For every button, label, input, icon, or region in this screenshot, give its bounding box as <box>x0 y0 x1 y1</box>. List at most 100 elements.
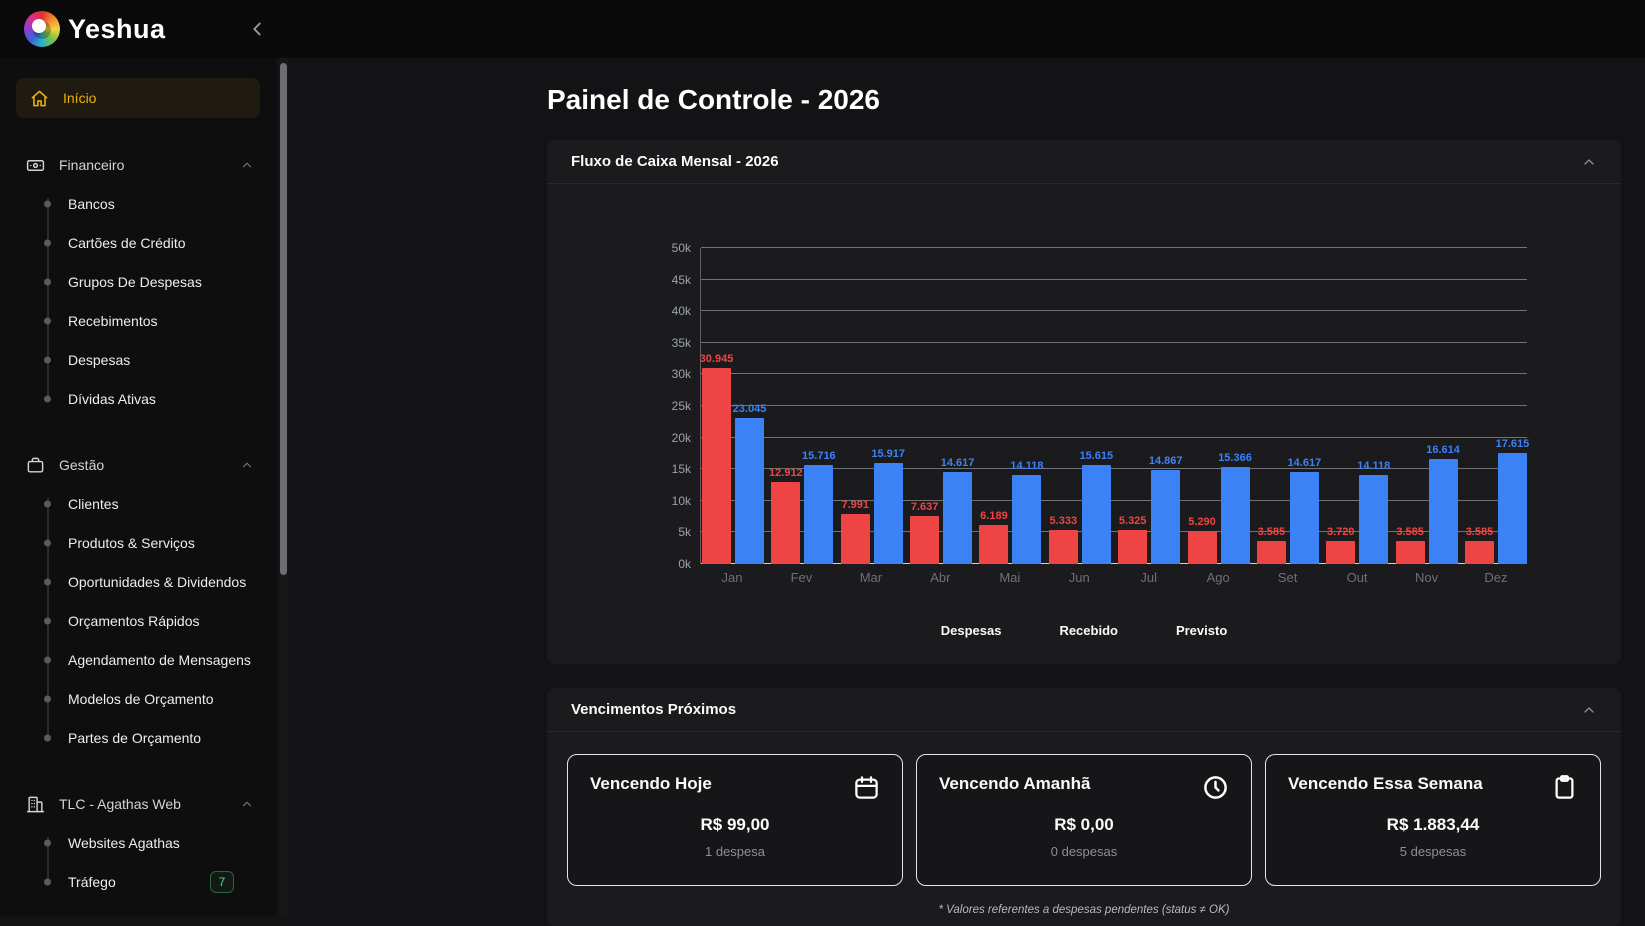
sidebar-item-inicio[interactable]: Início <box>16 78 260 118</box>
chevron-up-icon[interactable] <box>1581 702 1597 718</box>
clipboard-icon <box>1551 774 1578 801</box>
bar-despesas-jan[interactable]: 30.945 <box>702 368 731 564</box>
legend-item-previsto[interactable]: Previsto <box>1176 623 1227 638</box>
sidebar-item-oportunidades-dividendos[interactable]: Oportunidades & Dividendos <box>16 562 260 601</box>
vencimentos-card-title: Vencimentos Próximos <box>571 701 736 718</box>
bar-value-label: 14.118 <box>1357 460 1390 472</box>
briefcase-icon <box>26 456 45 475</box>
sidebar-item-dividas-ativas[interactable]: Dívidas Ativas <box>16 379 260 418</box>
bar-despesas-set[interactable]: 3.585 <box>1257 541 1286 564</box>
sidebar-item-partes-de-orcamento[interactable]: Partes de Orçamento <box>16 718 260 757</box>
bar-value-label: 16.614 <box>1426 444 1460 456</box>
due-card-count: 1 despesa <box>590 844 880 859</box>
scrollbar-thumb[interactable] <box>280 63 287 575</box>
home-icon <box>30 89 49 108</box>
sidebar-item-grupos-de-despesas[interactable]: Grupos De Despesas <box>16 262 260 301</box>
chart-legend: Despesas Recebido Previsto <box>547 623 1621 664</box>
bar-previsto-jun[interactable]: 15.615 <box>1082 465 1111 564</box>
bar-value-label: 5.325 <box>1119 515 1147 527</box>
sidebar-item-bancos[interactable]: Bancos <box>16 184 260 223</box>
y-axis-tick: 5k <box>678 525 691 539</box>
sidebar-section-header-tlc-agathas-web[interactable]: TLC - Agathas Web <box>16 793 260 815</box>
sidebar-item-label: Agendamento de Mensagens <box>68 652 251 668</box>
sidebar-item-cartoes-de-credito[interactable]: Cartões de Crédito <box>16 223 260 262</box>
bar-value-label: 3.585 <box>1396 526 1424 538</box>
x-axis-tick-fev: Fev <box>770 570 832 585</box>
sidebar-item-label: Produtos & Serviços <box>68 535 195 551</box>
x-axis-tick-jun: Jun <box>1048 570 1110 585</box>
sidebar-item-label: Despesas <box>68 352 130 368</box>
sidebar-item-produtos-servicos[interactable]: Produtos & Serviços <box>16 523 260 562</box>
bar-previsto-dez[interactable]: 17.615 <box>1498 453 1527 564</box>
sidebar-item-label: Orçamentos Rápidos <box>68 613 200 629</box>
bar-previsto-jan[interactable]: 23.045 <box>735 418 764 564</box>
bar-previsto-ago[interactable]: 15.366 <box>1221 467 1250 564</box>
bar-previsto-mai[interactable]: 14.118 <box>1012 475 1041 564</box>
bar-value-label: 14.617 <box>1288 457 1322 469</box>
chevron-up-icon[interactable] <box>1581 154 1597 170</box>
bar-previsto-jul[interactable]: 14.867 <box>1151 470 1180 564</box>
sidebar-item-agendamento-de-mensagens[interactable]: Agendamento de Mensagens <box>16 640 260 679</box>
bar-previsto-abr[interactable]: 14.617 <box>943 472 972 564</box>
x-axis-tick-ago: Ago <box>1187 570 1249 585</box>
sidebar-item-clientes[interactable]: Clientes <box>16 484 260 523</box>
bar-value-label: 23.045 <box>733 403 767 415</box>
sidebar-collapse-button[interactable] <box>242 14 272 44</box>
bar-previsto-set[interactable]: 14.617 <box>1290 472 1319 564</box>
bar-despesas-nov[interactable]: 3.585 <box>1396 541 1425 564</box>
bar-despesas-ago[interactable]: 5.290 <box>1188 531 1217 564</box>
due-card-amount: R$ 0,00 <box>939 815 1229 835</box>
sidebar-item-orcamentos-rapidos[interactable]: Orçamentos Rápidos <box>16 601 260 640</box>
bar-value-label: 15.716 <box>802 450 836 462</box>
bar-despesas-dez[interactable]: 3.585 <box>1465 541 1494 564</box>
clock-icon <box>1202 774 1229 801</box>
sidebar-item-label: Modelos de Orçamento <box>68 691 214 707</box>
sidebar-section-header-gestao[interactable]: Gestão <box>16 454 260 476</box>
due-card-amount: R$ 1.883,44 <box>1288 815 1578 835</box>
y-axis-tick: 50k <box>672 241 691 255</box>
bar-value-label: 15.366 <box>1218 452 1252 464</box>
bar-previsto-mar[interactable]: 15.917 <box>874 463 903 564</box>
y-axis-tick: 10k <box>672 494 691 508</box>
bar-previsto-out[interactable]: 14.118 <box>1359 475 1388 564</box>
sidebar-scrollbar[interactable] <box>279 58 288 916</box>
bar-despesas-jun[interactable]: 5.333 <box>1049 530 1078 564</box>
sidebar-section-gestao: Gestão Clientes Produtos & Serviços Oportun… <box>16 454 260 757</box>
bar-despesas-out[interactable]: 3.720 <box>1326 541 1355 565</box>
bar-previsto-fev[interactable]: 15.716 <box>804 465 833 564</box>
bar-despesas-mai[interactable]: 6.189 <box>979 525 1008 564</box>
sidebar-item-label: Início <box>63 90 96 106</box>
bar-despesas-abr[interactable]: 7.637 <box>910 516 939 564</box>
bar-despesas-mar[interactable]: 7.991 <box>841 514 870 565</box>
bar-despesas-jul[interactable]: 5.325 <box>1118 530 1147 564</box>
due-card-count: 0 despesas <box>939 844 1229 859</box>
sidebar-item-despesas[interactable]: Despesas <box>16 340 260 379</box>
bar-previsto-nov[interactable]: 16.614 <box>1429 459 1458 564</box>
bar-despesas-fev[interactable]: 12.912 <box>771 482 800 564</box>
x-axis-tick-nov: Nov <box>1396 570 1458 585</box>
sidebar-item-modelos-de-orcamento[interactable]: Modelos de Orçamento <box>16 679 260 718</box>
legend-item-recebido[interactable]: Recebido <box>1059 623 1118 638</box>
sidebar-section-header-financeiro[interactable]: Financeiro <box>16 154 260 176</box>
bar-value-label: 7.991 <box>841 499 869 511</box>
due-card-count: 5 despesas <box>1288 844 1578 859</box>
sidebar-item-websites-agathas[interactable]: Websites Agathas <box>16 823 260 862</box>
app-logo[interactable]: Yeshua <box>24 11 166 47</box>
sidebar-item-recebimentos[interactable]: Recebimentos <box>16 301 260 340</box>
bar-value-label: 3.720 <box>1327 526 1355 538</box>
building-icon <box>26 795 45 814</box>
x-axis-tick-jan: Jan <box>701 570 763 585</box>
bar-value-label: 14.617 <box>941 457 975 469</box>
legend-item-despesas[interactable]: Despesas <box>941 623 1002 638</box>
